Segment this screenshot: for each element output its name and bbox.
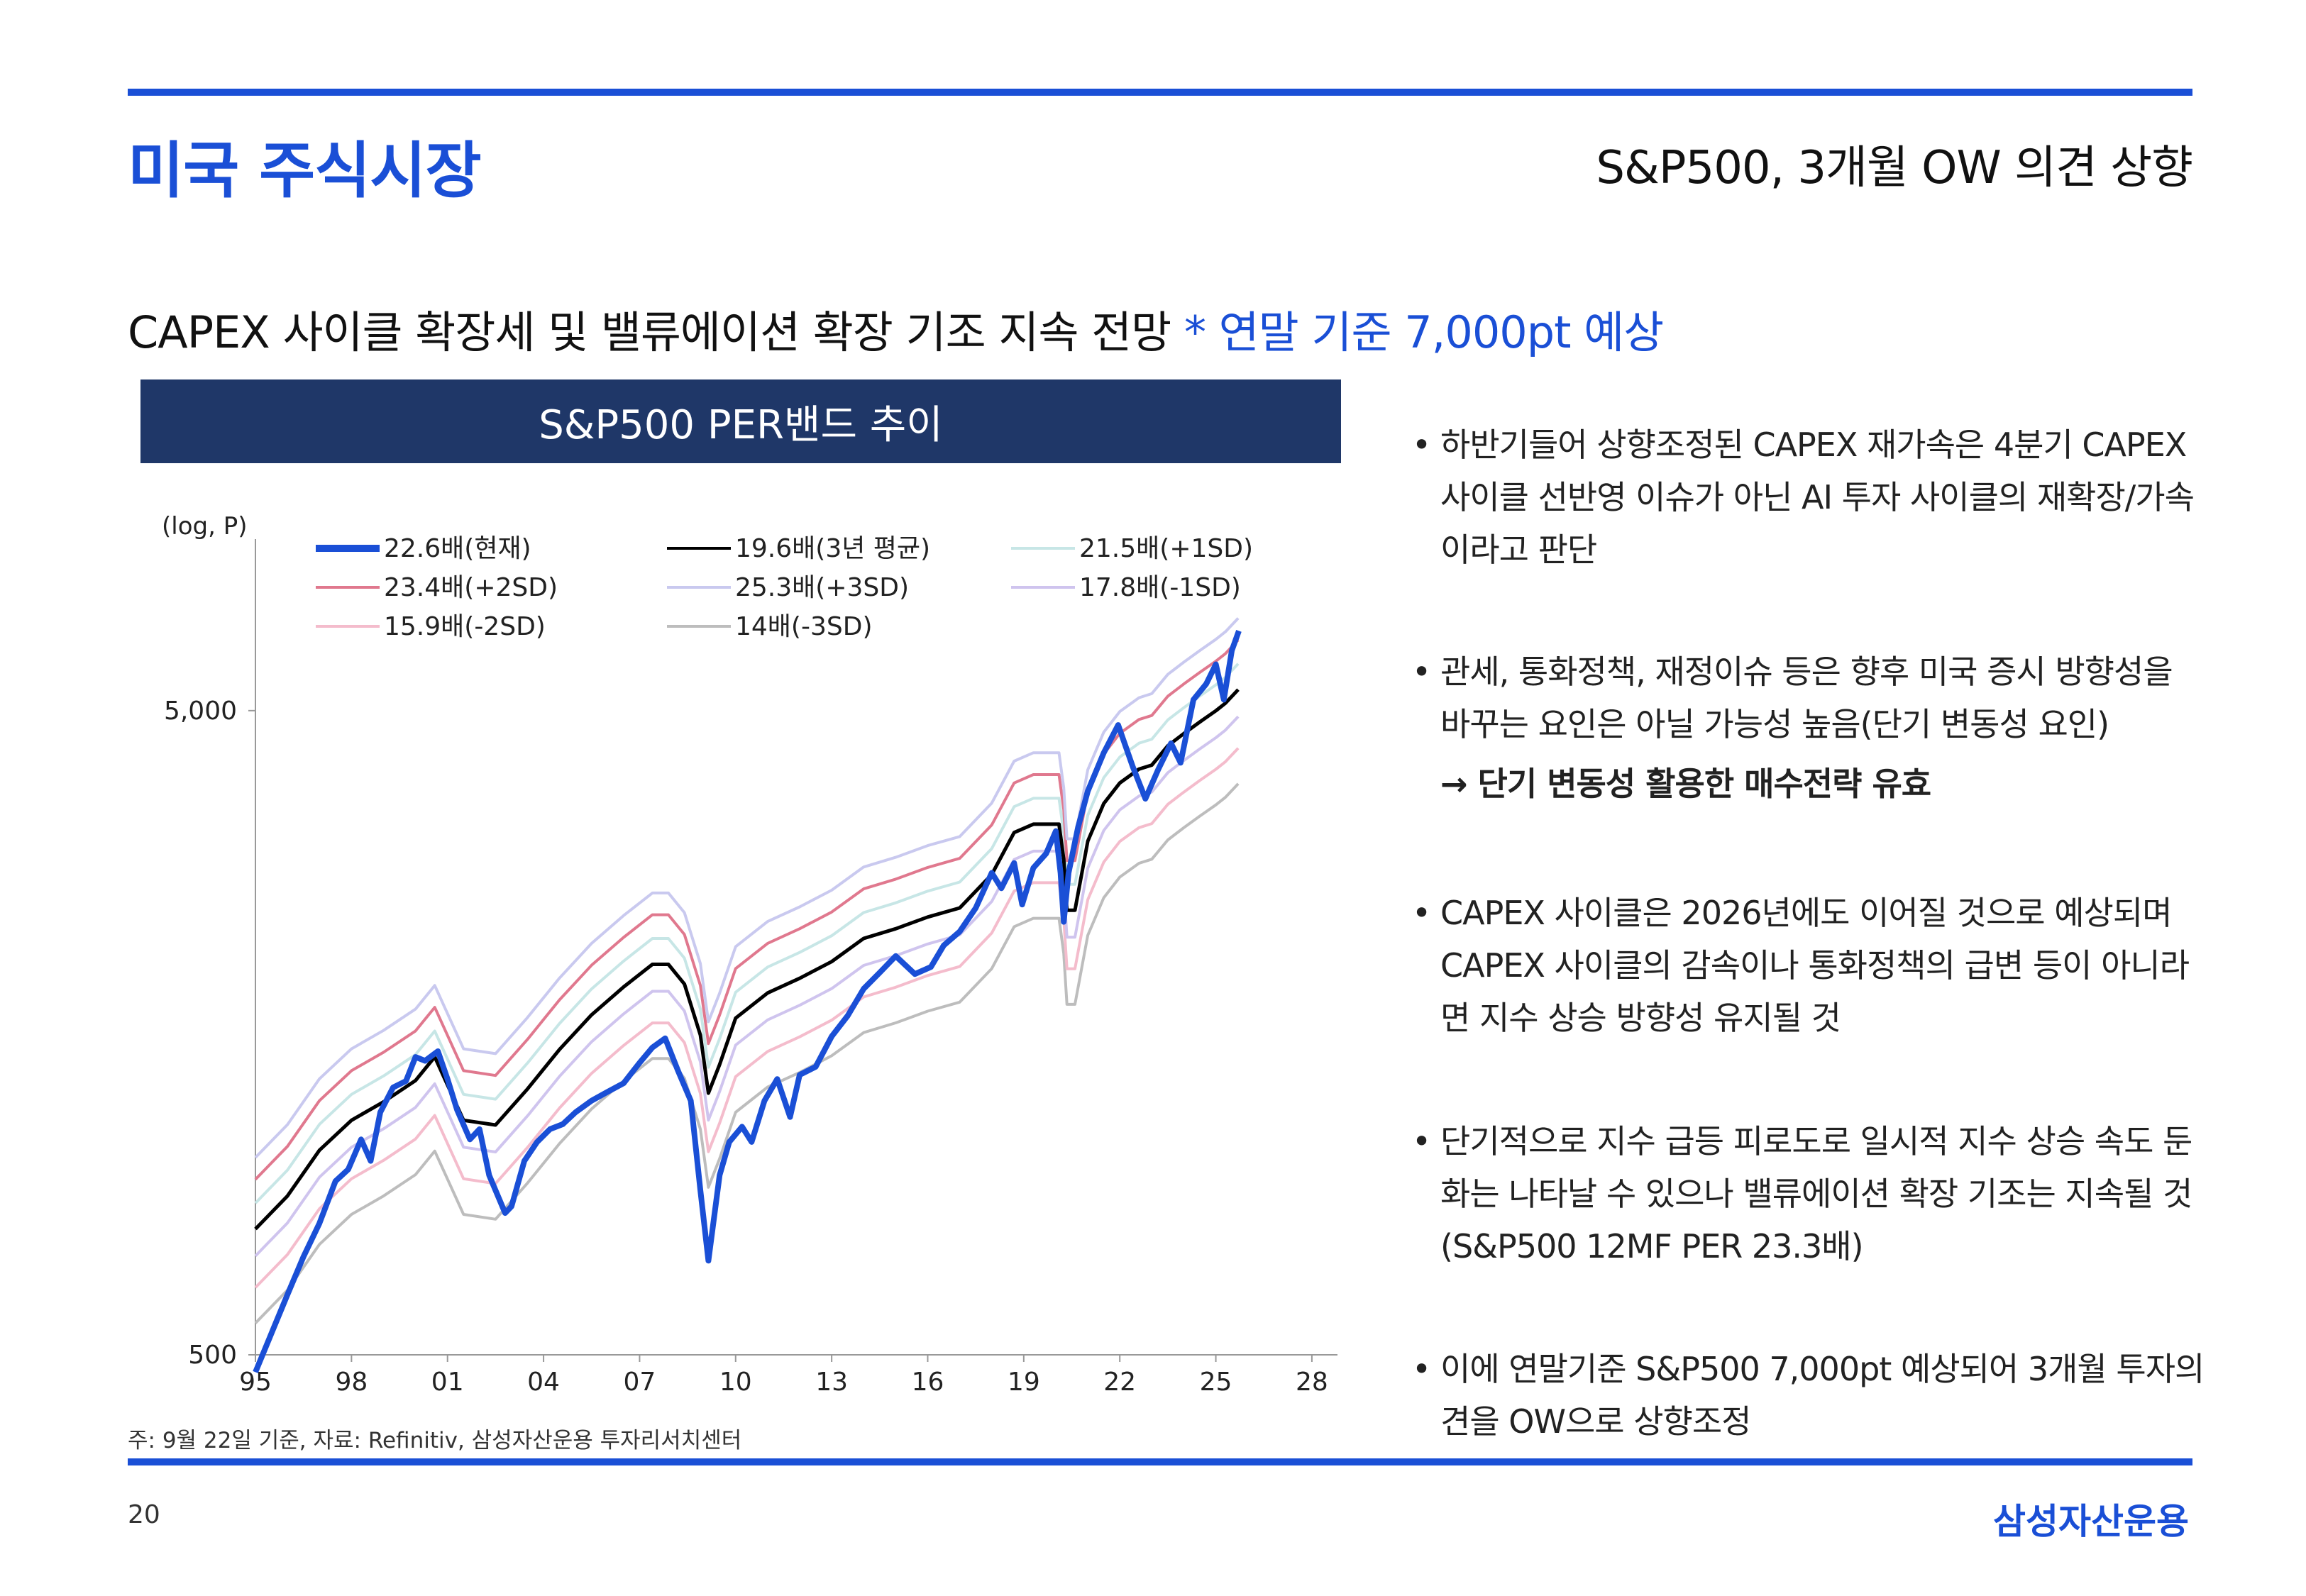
price-line-group [253,630,1242,1373]
band-line-6 [254,747,1240,1289]
bullet-item: • 관세, 통화정책, 재정이슈 등은 향후 미국 증시 방향성을 바꾸는 요인은… [1412,645,2207,810]
bullet-dot: • [1412,1350,1431,1388]
top-rule [128,89,2192,96]
y-axis-label: (log, P) [162,512,247,541]
band-lines [254,617,1240,1324]
legend-label-4: 25.3배(+3SD) [735,573,909,602]
x-tick-label: 98 [335,1368,368,1397]
x-tick-label: 25 [1200,1368,1232,1397]
x-tick-label: 16 [912,1368,944,1397]
x-tick-label: 01 [431,1368,464,1397]
band-line-4 [254,617,1240,1159]
footnote: 주: 9월 22일 기준, 자료: Refinitiv, 삼성자산운용 투자리서… [128,1428,742,1453]
page-subtitle: S&P500, 3개월 OW 의견 상향 [1596,142,2193,194]
bullet-dot: • [1412,653,1431,691]
per-band-chart: 500 5,000 95 98 01 04 07 10 13 16 19 22 25 28 22.6배(현… [162,512,1337,1397]
band-line-2 [254,663,1240,1204]
bullet-text: 단기적으로 지수 급등 피로도로 일시적 지수 상승 속도 둔화는 나타날 수 … [1440,1122,2192,1265]
x-tick-label: 13 [815,1368,848,1397]
page-number: 20 [128,1500,160,1529]
bullet-item: • 이에 연말기준 S&P500 7,000pt 예상되어 3개월 투자의견을 O… [1412,1343,2207,1448]
x-tick-label: 10 [719,1368,752,1397]
band-line-1 [254,688,1240,1231]
y-tick-label: 5,000 [164,697,237,726]
x-tick-label: 95 [239,1368,272,1397]
bullet-item: • 하반기들어 상향조정된 CAPEX 재가속은 4분기 CAPEX 사이클 선반… [1412,419,2207,576]
band-line-7 [254,782,1240,1324]
bullet-text: 이에 연말기준 S&P500 7,000pt 예상되어 3개월 투자의견을 OW… [1440,1350,2205,1441]
bullet-text: 관세, 통화정책, 재정이슈 등은 향후 미국 증시 방향성을 바꾸는 요인은 … [1440,653,2173,743]
legend-label-2: 21.5배(+1SD) [1079,534,1253,563]
headline-accent: * 연말 기준 7,000pt 예상 [1184,306,1664,358]
brand-logo: 삼성자산운용 [1993,1501,2189,1542]
bullet-emphasis: → 단기 변동성 활용한 매수전략 유효 [1440,765,1931,803]
legend-label-0: 22.6배(현재) [384,534,531,563]
bullet-text: CAPEX 사이클은 2026년에도 이어질 것으로 예상되며 CAPEX 사이… [1440,894,2190,1037]
y-tick-label: 500 [188,1341,237,1370]
axes: 500 5,000 95 98 01 04 07 10 13 16 19 22 25 28 [164,539,1337,1397]
x-tick-label: 28 [1296,1368,1328,1397]
bullet-dot: • [1412,894,1431,932]
bullet-item: • CAPEX 사이클은 2026년에도 이어질 것으로 예상되며 CAPEX 사… [1412,887,2207,1044]
legend-label-1: 19.6배(3년 평균) [735,534,930,563]
legend-label-5: 17.8배(-1SD) [1079,573,1241,602]
chart-title-banner: S&P500 PER밴드 추이 [140,379,1341,463]
bottom-rule [128,1458,2192,1465]
legend-label-6: 15.9배(-2SD) [384,612,546,641]
legend-label-7: 14배(-3SD) [735,612,873,641]
headline-main: CAPEX 사이클 확장세 및 밸류에이션 확장 기조 지속 전망 [128,306,1171,358]
bullet-dot: • [1412,1122,1431,1160]
price-line [253,630,1242,1373]
headline: CAPEX 사이클 확장세 및 밸류에이션 확장 기조 지속 전망 * 연말 기… [128,297,1664,360]
legend-label-3: 23.4배(+2SD) [384,573,558,602]
x-tick-label: 22 [1103,1368,1136,1397]
x-tick-label: 04 [527,1368,560,1397]
bullet-text: 하반기들어 상향조정된 CAPEX 재가속은 4분기 CAPEX 사이클 선반영… [1440,426,2195,569]
band-line-3 [254,638,1240,1181]
bullet-dot: • [1412,426,1431,464]
legend: 22.6배(현재) 19.6배(3년 평균) 21.5배(+1SD) 23.4배(+2… [316,534,1253,641]
bullet-item: • 단기적으로 지수 급등 피로도로 일시적 지수 상승 속도 둔화는 나타날 수… [1412,1115,2207,1273]
band-line-5 [254,715,1240,1257]
section-title: 미국 주식시장 [128,135,482,206]
x-tick-label: 07 [624,1368,656,1397]
x-tick-label: 19 [1008,1368,1040,1397]
